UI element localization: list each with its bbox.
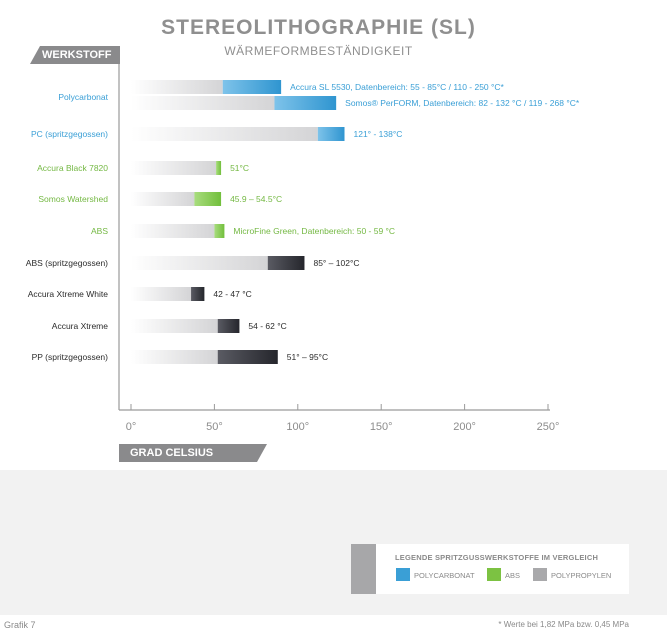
- bar-lead: [131, 319, 218, 333]
- bar-range: [194, 192, 222, 206]
- category-label: ABS (spritzgegossen): [26, 258, 108, 268]
- category-label: PC (spritzgegossen): [31, 129, 108, 139]
- category-label: Somos Watershed: [38, 194, 108, 204]
- bar-range: [217, 319, 240, 333]
- bar-range: [274, 96, 337, 110]
- bar-lead: [131, 127, 318, 141]
- bar-lead: [131, 80, 223, 94]
- legend-swatch-polypropylen: [533, 568, 547, 581]
- data-label: 85° – 102°C: [313, 258, 359, 268]
- data-label: MicroFine Green, Datenbereich: 50 - 59 °…: [233, 226, 395, 236]
- x-tick-label: 200°: [453, 421, 476, 433]
- legend-title: LEGENDE SPRITZGUSSWERKSTOFFE IM VERGLEIC…: [395, 553, 599, 562]
- bar-range: [317, 127, 345, 141]
- bar-range: [216, 161, 222, 175]
- footnote: * Werte bei 1,82 MPa bzw. 0,45 MPa: [498, 620, 629, 629]
- bar-range: [217, 350, 278, 364]
- data-label: 54 - 62 °C: [248, 321, 286, 331]
- legend-label-polycarbonat: POLYCARBONAT: [414, 571, 475, 580]
- bar-lead: [131, 96, 275, 110]
- data-label: 45.9 – 54.5°C: [230, 194, 282, 204]
- bar-lead: [131, 224, 215, 238]
- x-tick-label: 50°: [206, 421, 223, 433]
- category-label: Accura Black 7820: [37, 163, 108, 173]
- x-tick-label: 100°: [286, 421, 309, 433]
- data-label: Accura SL 5530, Datenbereich: 55 - 85°C …: [290, 82, 504, 92]
- bar-lead: [131, 161, 217, 175]
- chart-title: STEREOLITHOGRAPHIE (SL): [161, 16, 476, 39]
- axes-group: 0° 50° 100° 150° 200° 250°: [118, 64, 560, 433]
- bar-lead: [131, 192, 195, 206]
- werkstoff-tab: WERKSTOFF: [30, 46, 120, 64]
- category-label: ABS: [91, 226, 108, 236]
- legend-label-polypropylen: POLYPROPYLEN: [551, 571, 612, 580]
- bars-group: Polycarbonat Accura SL 5530, Datenbereich…: [26, 80, 580, 364]
- bar-range: [214, 224, 225, 238]
- grad-celsius-tab: GRAD CELSIUS: [119, 444, 267, 462]
- data-label: 42 - 47 °C: [213, 289, 251, 299]
- chart-svg: 0° 50° 100° 150° 200° 250° Polycarbonat Accura…: [26, 64, 580, 433]
- legend-label-abs: ABS: [505, 571, 521, 580]
- x-tick-label: 150°: [370, 421, 393, 433]
- data-label: 51° – 95°C: [287, 352, 328, 362]
- legend-swatch-polycarbonat: [396, 568, 410, 581]
- data-label: 121° - 138°C: [354, 129, 403, 139]
- bar-lead: [131, 256, 268, 270]
- legend-accent-bar: [351, 544, 376, 594]
- figure-number: Grafik 7: [4, 620, 36, 630]
- category-label: Polycarbonat: [58, 92, 108, 102]
- category-label: Accura Xtreme: [52, 321, 108, 331]
- bar-range: [191, 287, 205, 301]
- data-label: Somos® PerFORM, Datenbereich: 82 - 132 °…: [345, 98, 580, 108]
- category-label: PP (spritzgegossen): [32, 352, 109, 362]
- x-tick-label: 0°: [126, 421, 137, 433]
- data-label: 51°C: [230, 163, 249, 173]
- bar-range: [222, 80, 282, 94]
- bar-range: [267, 256, 305, 270]
- bar-lead: [131, 350, 218, 364]
- category-label: Accura Xtreme White: [28, 289, 109, 299]
- x-tick-label: 250°: [537, 421, 560, 433]
- legend-swatch-abs: [487, 568, 501, 581]
- bar-lead: [131, 287, 192, 301]
- chart-subtitle: WÄRMEFORMBESTÄNDIGKEIT: [224, 44, 413, 58]
